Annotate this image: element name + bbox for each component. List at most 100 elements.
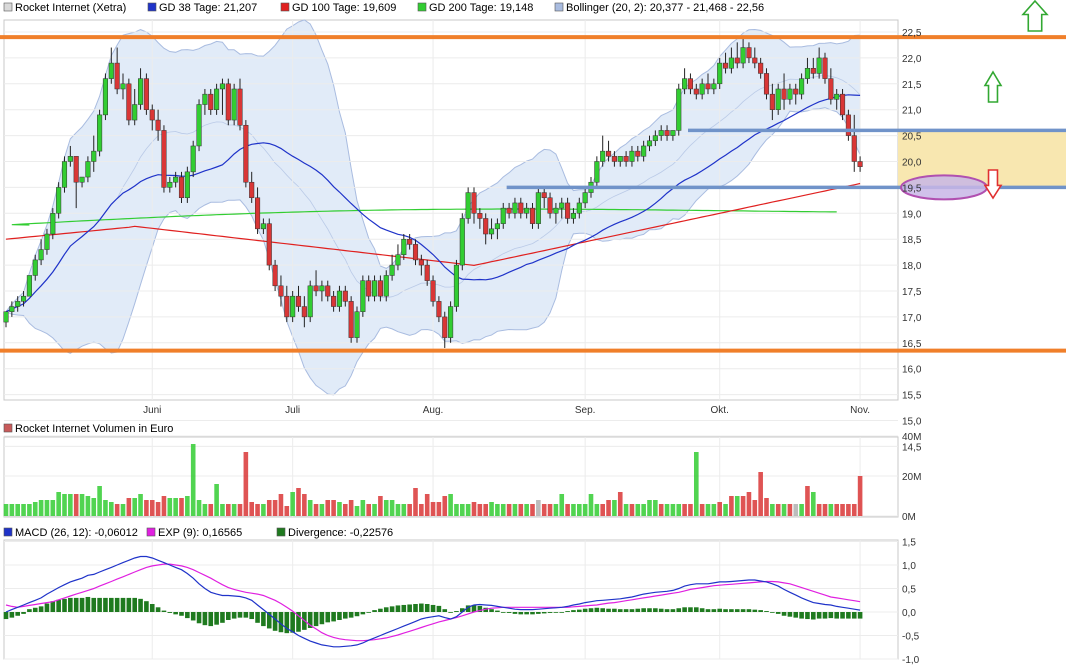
candle-body <box>529 207 536 224</box>
volume-bar <box>354 506 360 516</box>
price-legend: Rocket Internet (Xetra) GD 38 Tage: 21,20… <box>3 2 764 14</box>
divergence-bar <box>664 609 670 612</box>
divergence-bar <box>805 612 810 620</box>
volume-bar <box>424 494 430 516</box>
candle-body <box>9 306 15 312</box>
volume-bar <box>79 494 85 516</box>
volume-bar <box>758 472 763 516</box>
candle-body <box>313 285 319 292</box>
candle-body <box>237 88 243 126</box>
gd38-line <box>5 94 861 313</box>
price-tick-label: 21,5 <box>902 80 922 91</box>
volume-bar <box>348 500 354 516</box>
divergence-bar <box>846 612 851 619</box>
candle-body <box>840 93 846 116</box>
candle-body <box>635 150 641 157</box>
candle-body <box>319 285 325 292</box>
divergence-bar <box>354 612 360 617</box>
candle-body <box>15 301 21 307</box>
legend-swatch <box>554 2 564 12</box>
volume-bar <box>190 444 196 516</box>
candle-body <box>325 285 331 297</box>
volume-bar <box>752 500 758 516</box>
candle-body <box>787 88 793 100</box>
volume-bar <box>173 498 178 516</box>
price-tick-label: 17,0 <box>902 313 922 324</box>
candle-body <box>67 156 73 162</box>
divergence-bar <box>495 610 500 612</box>
divergence-bar <box>424 604 430 612</box>
divergence-bar <box>851 612 857 619</box>
volume-bar <box>606 500 611 516</box>
divergence-bar <box>249 612 254 620</box>
volume-bar <box>676 504 682 516</box>
divergence-bar <box>834 612 839 619</box>
candle-body <box>395 254 401 266</box>
volume-bar <box>325 500 331 516</box>
volume-bar <box>740 496 746 516</box>
divergence-bar <box>155 607 161 612</box>
candle-body <box>132 104 138 121</box>
macd-tick-label: -0,5 <box>902 632 920 643</box>
volume-bar <box>834 504 839 516</box>
macd-tick-label: 0,0 <box>902 608 916 619</box>
volume-bar <box>524 504 529 516</box>
divergence-bar <box>261 612 266 627</box>
candle-body <box>629 150 635 162</box>
candle-body <box>366 280 372 297</box>
volume-bars <box>3 444 863 516</box>
volume-bar <box>366 504 371 516</box>
divergence-bar <box>114 597 120 612</box>
divergence-bar <box>448 612 453 613</box>
divergence-bar <box>682 607 687 612</box>
candle-body <box>79 176 85 183</box>
candle-body <box>617 156 623 162</box>
legend-swatch <box>147 2 157 12</box>
candle-body <box>500 207 506 224</box>
divergence-bar <box>32 607 38 612</box>
volume-bar <box>664 504 670 516</box>
volume-bar <box>495 504 500 516</box>
volume-bar <box>161 496 167 516</box>
candle-body <box>717 62 723 85</box>
divergence-bar <box>272 612 278 631</box>
candle-body <box>489 228 495 235</box>
candle-body <box>114 62 120 90</box>
volume-bar <box>237 504 243 516</box>
divergence-bar <box>91 597 97 612</box>
volume-bar <box>588 494 594 516</box>
volume-bar <box>541 504 547 516</box>
candle-body <box>687 78 694 90</box>
divergence-bar <box>571 610 576 612</box>
divergence-bar <box>173 612 178 615</box>
volume-bar <box>114 504 120 516</box>
volume-bar <box>764 498 769 516</box>
candle-body <box>407 238 413 245</box>
divergence-bar <box>770 612 775 613</box>
divergence-bar <box>21 612 26 614</box>
divergence-bar <box>436 605 442 612</box>
volume-bar <box>56 492 61 516</box>
candle-body <box>149 109 155 121</box>
legend-label: GD 100 Tage: 19,609 <box>292 2 396 14</box>
candle-body <box>781 88 787 100</box>
month-label: Okt. <box>711 405 729 416</box>
candle-body <box>418 259 424 266</box>
divergence-bar <box>653 608 658 612</box>
divergence-bar <box>781 612 787 616</box>
volume-bar <box>705 504 711 516</box>
divergence-bar <box>138 598 143 612</box>
candle-body <box>336 290 342 307</box>
candle-body <box>255 197 261 230</box>
divergence-bar <box>190 612 196 621</box>
candle-body <box>459 218 465 266</box>
volume-bar <box>775 504 781 516</box>
macd-axis-labels: 1,5 1,0 0,5 0,0 -0,5 -1,0 <box>902 538 920 667</box>
candle-body <box>178 176 185 199</box>
volume-bar <box>483 504 488 516</box>
divergence-bar <box>536 612 541 614</box>
candle-body <box>401 238 407 255</box>
divergence-bar <box>120 597 126 612</box>
candle-body <box>541 192 547 199</box>
price-tick-label: 20,0 <box>902 158 922 169</box>
